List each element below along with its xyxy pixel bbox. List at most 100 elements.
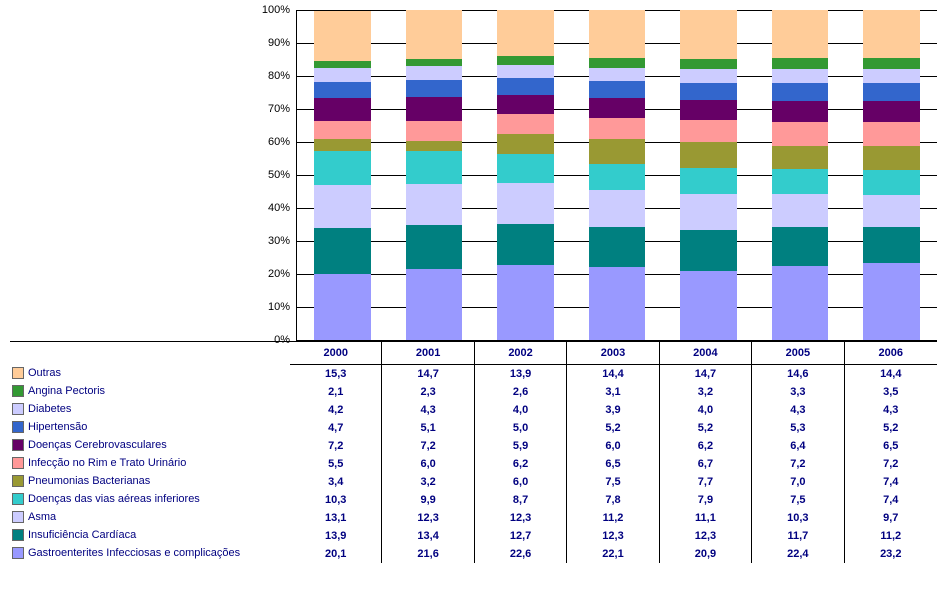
legend-label: Insuficiência Cardíaca <box>28 529 136 541</box>
data-cell: 14,6 <box>752 365 844 383</box>
swatch-icon <box>12 421 24 433</box>
bar-cell <box>388 10 479 340</box>
bar <box>863 10 920 340</box>
segment-hiper <box>680 83 737 100</box>
segment-pneu <box>314 139 371 150</box>
year-header: 2005 <box>752 342 844 365</box>
swatch-icon <box>12 529 24 541</box>
data-cell: 11,7 <box>752 527 844 545</box>
data-cell: 6,0 <box>475 473 567 491</box>
segment-pneu <box>863 146 920 170</box>
data-cell: 6,5 <box>845 437 937 455</box>
bar <box>314 10 371 340</box>
segment-outras <box>680 10 737 59</box>
segment-rim <box>772 122 829 146</box>
data-cell: 9,9 <box>382 491 474 509</box>
legend-item-outras: Outras <box>10 364 290 382</box>
legend-item-cerebro: Doenças Cerebrovasculares <box>10 436 290 454</box>
data-cell: 14,7 <box>660 365 752 383</box>
legend-label: Outras <box>28 367 61 379</box>
data-table: OutrasAngina PectorisDiabetesHipertensão… <box>10 341 937 563</box>
segment-diab <box>772 69 829 83</box>
segment-pneu <box>406 141 463 152</box>
stacked-bar-chart: 0%10%20%30%40%50%60%70%80%90%100% Outras… <box>10 10 937 563</box>
bar-cell <box>571 10 662 340</box>
segment-cerebro <box>497 95 554 114</box>
segment-diab <box>406 66 463 80</box>
data-cell: 3,2 <box>660 383 752 401</box>
bars-container <box>297 10 937 340</box>
swatch-icon <box>12 475 24 487</box>
data-cell: 12,3 <box>567 527 659 545</box>
legend-item-angina: Angina Pectoris <box>10 382 290 400</box>
segment-gastro <box>863 263 920 340</box>
segment-gastro <box>314 274 371 340</box>
segment-angina <box>680 59 737 70</box>
segment-cerebro <box>680 100 737 120</box>
segment-pneu <box>772 146 829 169</box>
swatch-icon <box>12 493 24 505</box>
data-cell: 7,5 <box>752 491 844 509</box>
bar <box>497 10 554 340</box>
legend-label: Asma <box>28 511 56 523</box>
data-cell: 5,2 <box>845 419 937 437</box>
segment-hiper <box>497 78 554 95</box>
data-cell: 3,3 <box>752 383 844 401</box>
data-cell: 14,4 <box>845 365 937 383</box>
segment-diab <box>314 68 371 82</box>
bar <box>589 10 646 340</box>
data-cell: 2,6 <box>475 383 567 401</box>
data-cell: 7,2 <box>845 455 937 473</box>
data-cell: 5,9 <box>475 437 567 455</box>
segment-pneu <box>589 139 646 164</box>
header-spacer <box>10 341 290 364</box>
bar-cell <box>754 10 845 340</box>
data-cell: 13,1 <box>290 509 382 527</box>
segment-pneu <box>497 134 554 154</box>
data-cell: 3,5 <box>845 383 937 401</box>
data-cell: 15,3 <box>290 365 382 383</box>
data-cell: 10,3 <box>752 509 844 527</box>
segment-diab <box>863 69 920 83</box>
plot-area <box>296 10 937 341</box>
data-cell: 20,9 <box>660 545 752 563</box>
segment-rim <box>863 122 920 146</box>
data-cell: 21,6 <box>382 545 474 563</box>
data-cell: 22,1 <box>567 545 659 563</box>
data-cell: 7,2 <box>752 455 844 473</box>
data-cell: 13,9 <box>290 527 382 545</box>
segment-pneu <box>680 142 737 167</box>
year-header: 2002 <box>475 342 567 365</box>
segment-rim <box>497 114 554 134</box>
legend-item-rim: Infecção no Rim e Trato Urinário <box>10 454 290 472</box>
data-cell: 12,3 <box>660 527 752 545</box>
segment-gastro <box>406 269 463 340</box>
swatch-icon <box>12 547 24 559</box>
data-cell: 4,0 <box>660 401 752 419</box>
data-cell: 5,0 <box>475 419 567 437</box>
legend-item-asma: Asma <box>10 508 290 526</box>
segment-outras <box>863 10 920 58</box>
data-cell: 12,3 <box>475 509 567 527</box>
segment-outras <box>406 10 463 59</box>
data-cell: 6,5 <box>567 455 659 473</box>
segment-diab <box>680 69 737 82</box>
segment-cerebro <box>863 101 920 122</box>
plot-row: 0%10%20%30%40%50%60%70%80%90%100% <box>10 10 937 341</box>
data-cell: 20,1 <box>290 545 382 563</box>
data-cell: 7,2 <box>382 437 474 455</box>
data-cell: 3,9 <box>567 401 659 419</box>
segment-hiper <box>314 82 371 98</box>
segment-hiper <box>406 80 463 97</box>
segment-angina <box>497 56 554 65</box>
segment-diab <box>497 65 554 78</box>
year-header: 2006 <box>845 342 937 365</box>
segment-outras <box>589 10 646 58</box>
legend-label: Doenças Cerebrovasculares <box>28 439 167 451</box>
data-cell: 4,3 <box>845 401 937 419</box>
bar-cell <box>846 10 937 340</box>
data-cell: 6,0 <box>382 455 474 473</box>
legend-label: Doenças das vias aéreas inferiores <box>28 493 200 505</box>
data-cell: 22,6 <box>475 545 567 563</box>
segment-insuf <box>772 227 829 266</box>
